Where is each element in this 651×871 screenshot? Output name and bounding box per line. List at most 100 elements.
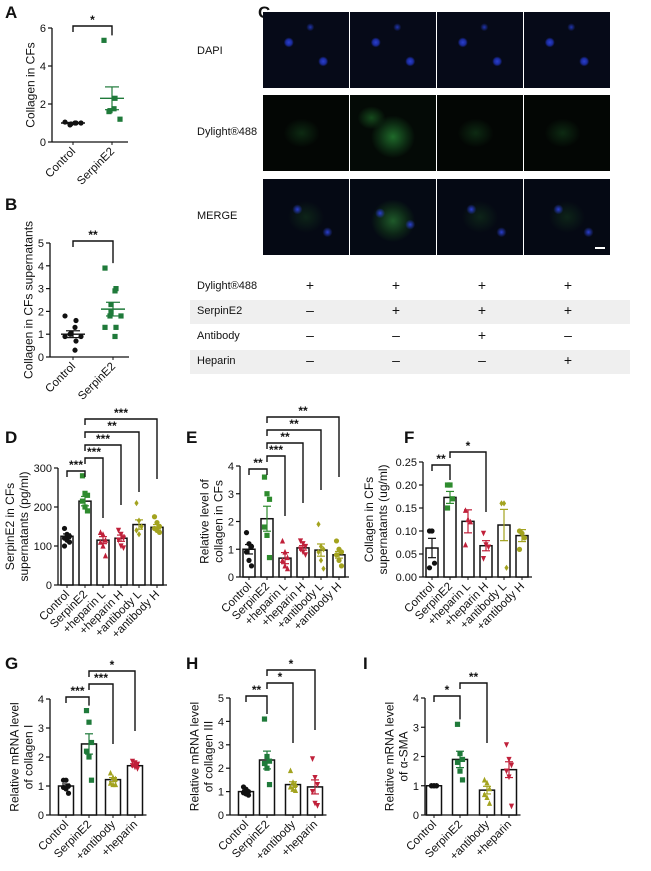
data-point <box>246 557 252 563</box>
group-2 <box>104 769 122 816</box>
y-tick-label: 200 <box>34 502 52 514</box>
significance-label: ** <box>88 228 98 242</box>
image-dylight-4 <box>524 95 610 171</box>
y-axis-label: Relative mRNA levelof α-SMA <box>383 702 411 811</box>
y-axis-label-line: Relative level of <box>198 478 212 563</box>
y-tick-label: 2 <box>218 763 224 775</box>
data-point <box>118 543 124 550</box>
chart-f: 0.00 0.05 0.10 0.15 0.20 0.25 Collagen in CFss… <box>362 439 532 633</box>
bracket-line <box>248 468 268 475</box>
data-point <box>100 542 106 549</box>
bar <box>425 785 443 816</box>
table-cell: + <box>477 327 487 343</box>
y-tick-label: 2 <box>38 752 44 764</box>
data-point <box>248 543 255 550</box>
group-3 <box>479 530 493 578</box>
y-tick-label: 4 <box>218 716 224 728</box>
data-point <box>504 564 509 571</box>
table-cell: + <box>305 277 315 293</box>
bracket-line <box>88 670 136 731</box>
data-point <box>264 491 270 497</box>
table-cell: – <box>306 327 314 343</box>
bracket-line <box>72 240 114 264</box>
image-merge-1 <box>263 179 349 255</box>
data-point <box>118 313 124 319</box>
row-label-merge: MERGE <box>197 210 238 222</box>
data-point <box>79 498 86 504</box>
bracket-line <box>65 696 90 706</box>
data-point <box>316 548 321 556</box>
data-point <box>83 748 90 754</box>
significance-label: ** <box>280 430 290 444</box>
data-point <box>333 552 340 558</box>
data-point <box>79 473 86 479</box>
data-point <box>61 543 68 549</box>
bracket-line <box>266 455 286 516</box>
significance-label: *** <box>70 684 84 698</box>
table-cell: – <box>392 327 400 343</box>
data-point <box>467 518 474 525</box>
significance-label: ** <box>289 417 299 431</box>
y-axis-label-line: Collagen in CFs <box>362 477 376 562</box>
data-point <box>72 347 78 353</box>
data-point <box>73 338 79 344</box>
data-point <box>120 535 127 542</box>
significance-label: * <box>90 13 95 27</box>
significance-label: * <box>289 657 294 671</box>
table-row: Heparin – – – + <box>190 350 630 374</box>
data-point <box>312 800 318 807</box>
significance-bracket: * <box>266 670 294 743</box>
group-1 <box>100 37 124 122</box>
panel-label-a: A <box>5 3 18 22</box>
data-point <box>321 546 326 553</box>
bracket-line <box>431 464 451 480</box>
y-tick-label: 0 <box>40 137 46 149</box>
data-point <box>284 565 291 572</box>
significance-bracket: * <box>72 13 113 36</box>
data-point <box>486 785 493 792</box>
significance-label: ** <box>298 404 308 418</box>
significance-bracket: ** <box>266 404 340 477</box>
significance-bracket: ** <box>266 417 322 490</box>
y-tick-label: 100 <box>34 541 52 553</box>
data-point <box>314 803 321 809</box>
data-point <box>266 758 273 764</box>
y-tick-label: 4 <box>228 461 234 473</box>
group-5 <box>515 528 529 578</box>
data-point <box>117 116 123 122</box>
y-tick-label: 0 <box>228 572 234 584</box>
significance-bracket: * <box>449 439 487 512</box>
data-point <box>314 781 321 788</box>
data-point <box>106 109 112 115</box>
group-2 <box>284 767 302 816</box>
y-tick-label: 0 <box>38 810 44 822</box>
significance-label: ** <box>253 456 263 470</box>
data-point <box>292 787 299 794</box>
data-point <box>459 777 466 783</box>
significance-bracket: * <box>88 658 136 731</box>
data-point <box>115 527 122 534</box>
data-point <box>321 565 326 572</box>
y-tick-label: 1 <box>218 787 224 799</box>
data-point <box>266 554 273 561</box>
data-point <box>63 777 69 783</box>
data-point <box>333 538 340 544</box>
data-point <box>243 530 250 536</box>
table-row: Antibody – – + – <box>190 325 630 349</box>
table-cell: + <box>563 277 573 293</box>
table-row-label: Heparin <box>197 355 236 367</box>
data-point <box>287 783 294 790</box>
bracket-line <box>66 470 86 477</box>
bracket-line <box>72 25 113 36</box>
data-point <box>136 531 142 538</box>
y-tick-label: 0 <box>218 810 224 822</box>
y-axis-label: Relative mRNA levelof collagen I <box>8 702 36 811</box>
y-tick-label: 0.10 <box>396 526 417 538</box>
significance-bracket: *** <box>84 432 122 505</box>
data-point <box>113 324 119 330</box>
data-point <box>516 546 523 553</box>
data-point <box>431 560 438 566</box>
data-point <box>459 756 466 763</box>
image-dylight-3 <box>437 95 523 171</box>
